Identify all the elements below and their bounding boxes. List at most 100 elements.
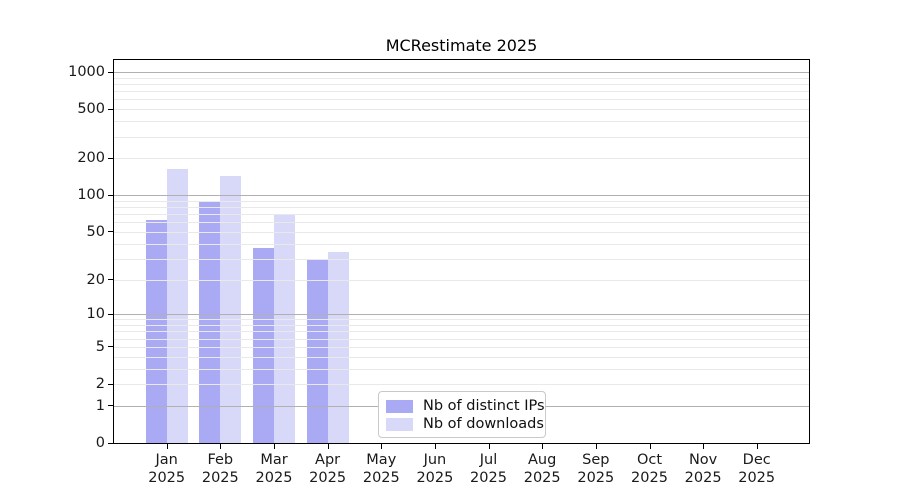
month-year: 2025 (738, 469, 776, 486)
month-name: Apr (315, 452, 341, 468)
minor-gridline-2 (114, 384, 809, 385)
legend-label-downloads: Nb of downloads (423, 416, 544, 432)
month-year: 2025 (201, 469, 239, 486)
chart-title: MCRestimate 2025 (385, 36, 538, 55)
bar-jan-downloads (166, 168, 188, 443)
month-name: Mar (260, 452, 288, 468)
x-tick-label-sep: Sep 2025 (568, 452, 624, 487)
month-year: 2025 (577, 469, 615, 486)
y-tick-label-2: 2 (95, 376, 105, 392)
y-tick-label-1000: 1000 (68, 64, 105, 80)
month-year: 2025 (684, 469, 722, 486)
y-tick-mark-20 (108, 279, 113, 280)
minor-gridline-80 (114, 207, 809, 208)
minor-gridline-8 (114, 325, 809, 326)
y-tick-label-500: 500 (77, 101, 105, 118)
month-year: 2025 (416, 469, 454, 486)
legend-label-distinct-ips: Nb of distinct IPs (423, 398, 545, 414)
y-tick-mark-0 (108, 442, 113, 444)
x-tick-label-nov: Nov 2025 (675, 452, 731, 487)
minor-gridline-60 (114, 222, 809, 224)
month-year: 2025 (470, 469, 507, 486)
month-year: 2025 (631, 469, 668, 486)
minor-gridline-300 (114, 136, 809, 138)
month-year: 2025 (148, 469, 186, 486)
x-tick-label-mar: Mar 2025 (246, 452, 302, 487)
y-tick-mark-10 (108, 313, 113, 315)
x-tick-label-jan: Jan 2025 (139, 452, 195, 487)
x-tick-label-jun: Jun 2025 (407, 452, 463, 487)
month-year: 2025 (523, 469, 561, 486)
month-name: May (366, 452, 397, 468)
x-tick-mark-dec (756, 444, 758, 449)
x-tick-mark-mar (274, 444, 275, 449)
month-name: Oct (636, 452, 663, 468)
bars-layer (114, 60, 809, 443)
month-name: Jun (423, 452, 447, 468)
x-tick-label-aug: Aug 2025 (514, 452, 570, 487)
bar-feb-downloads (220, 175, 242, 443)
minor-gridline-20 (114, 279, 809, 281)
minor-gridline-800 (114, 83, 809, 85)
y-tick-label-200: 200 (77, 150, 105, 167)
minor-gridline-200 (114, 158, 809, 160)
x-tick-mark-oct (649, 444, 651, 449)
legend-item-distinct-ips: Nb of distinct IPs (386, 397, 545, 415)
minor-gridline-70 (114, 214, 809, 216)
x-tick-label-may: May 2025 (353, 452, 409, 487)
minor-gridline-7 (114, 331, 809, 333)
y-tick-label-100: 100 (77, 187, 105, 204)
y-tick-label-1: 1 (95, 397, 105, 414)
x-tick-label-oct: Oct 2025 (622, 452, 678, 487)
minor-gridline-3 (114, 368, 809, 370)
minor-gridline-400 (114, 121, 809, 123)
y-tick-label-10: 10 (86, 306, 105, 323)
bar-mar-distinct-ips (252, 247, 274, 443)
legend: Nb of distinct IPs Nb of downloads (378, 391, 546, 438)
x-tick-label-jul: Jul 2025 (461, 452, 517, 487)
minor-gridline-40 (114, 243, 809, 245)
x-tick-mark-aug (542, 444, 544, 449)
y-tick-label-5: 5 (95, 338, 105, 355)
x-tick-mark-feb (220, 444, 222, 449)
x-tick-mark-jun (434, 444, 436, 449)
grid-layer (114, 60, 809, 443)
x-tick-label-apr: Apr 2025 (300, 452, 356, 487)
x-tick-mark-jan (166, 444, 168, 449)
y-tick-mark-500 (108, 108, 113, 110)
month-name: Dec (742, 452, 771, 468)
x-tick-mark-sep (595, 444, 597, 449)
month-name: Aug (528, 452, 557, 468)
y-tick-mark-1000 (108, 71, 113, 73)
x-tick-mark-nov (703, 444, 705, 449)
month-name: Nov (688, 452, 718, 468)
major-gridline-1000 (114, 72, 809, 73)
month-name: Sep (582, 452, 610, 468)
minor-gridline-600 (114, 99, 809, 101)
y-tick-mark-200 (108, 157, 113, 159)
minor-gridline-900 (114, 77, 809, 79)
x-tick-label-dec: Dec 2025 (729, 452, 785, 487)
minor-gridline-5 (114, 346, 809, 348)
month-year: 2025 (255, 469, 293, 486)
legend-swatch-distinct-ips (386, 399, 413, 413)
minor-gridline-9 (114, 319, 809, 321)
minor-gridline-90 (114, 200, 809, 202)
y-tick-mark-5 (108, 346, 113, 348)
bar-apr-distinct-ips (306, 260, 328, 443)
y-tick-mark-2 (108, 383, 113, 385)
month-year: 2025 (309, 469, 347, 486)
bar-mar-downloads (273, 214, 295, 443)
minor-gridline-50 (114, 231, 809, 233)
plot-area (113, 59, 810, 444)
y-tick-label-0: 0 (95, 435, 105, 451)
x-tick-label-feb: Feb 2025 (192, 452, 248, 487)
minor-gridline-4 (114, 356, 809, 358)
month-year: 2025 (362, 469, 400, 486)
month-name: Feb (207, 452, 234, 468)
y-tick-label-50: 50 (86, 223, 105, 240)
minor-gridline-700 (114, 91, 809, 93)
